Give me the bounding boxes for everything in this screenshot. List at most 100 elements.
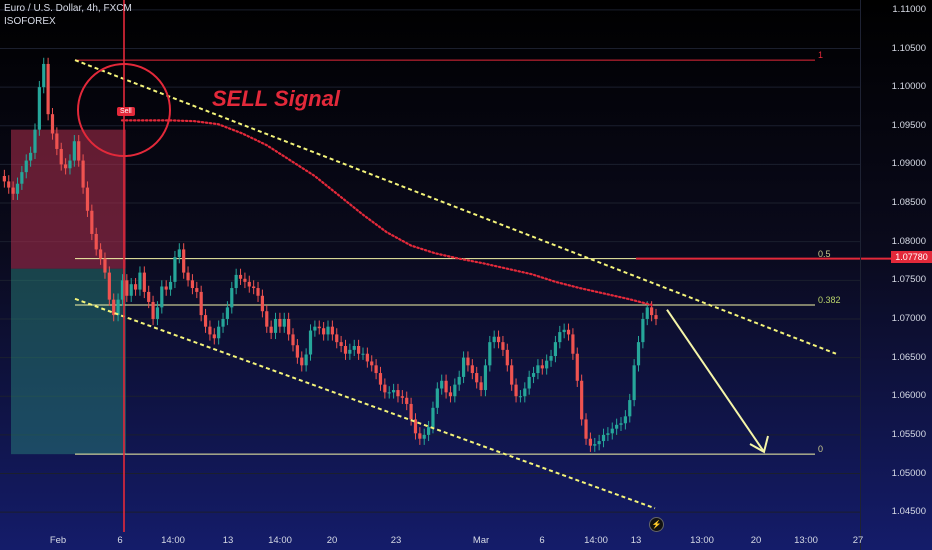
candle-body [545, 360, 549, 369]
time-tick-label: 27 [852, 535, 864, 546]
candle-body [435, 388, 439, 408]
candle-body [29, 152, 33, 161]
candle-body [593, 444, 597, 446]
candle-body [641, 318, 645, 343]
candle-body [42, 63, 46, 88]
candle-body [273, 318, 278, 333]
candle-body [33, 129, 37, 153]
candle-body [615, 424, 619, 429]
candle-body [501, 342, 505, 350]
sell-badge: Sell [117, 107, 135, 116]
candle-body [527, 376, 531, 389]
price-tick-label: 1.08500 [891, 197, 926, 209]
fib-level-label: 0.382 [818, 295, 841, 306]
candle-body [383, 384, 387, 393]
time-tick-label: Mar [472, 535, 490, 546]
chart-title: Euro / U.S. Dollar, 4h, FXCM [4, 3, 132, 14]
candle-body [225, 307, 230, 319]
candle-body [339, 342, 343, 346]
price-tick-label: 1.10000 [891, 81, 926, 93]
time-tick-label: 23 [390, 535, 402, 546]
price-axis[interactable] [860, 0, 932, 550]
price-tick-label: 1.09500 [891, 119, 926, 131]
candle-body [444, 380, 448, 393]
price-tick-label: 1.05500 [891, 428, 926, 440]
candle-body [461, 357, 466, 377]
candle-body [138, 272, 142, 290]
candle-body [645, 307, 649, 319]
fib-level-label: 0 [818, 444, 824, 455]
candle-body [505, 349, 509, 366]
candle-body [575, 353, 579, 381]
candle-body [190, 280, 195, 289]
candle-body [2, 176, 6, 182]
candle-body [580, 380, 584, 420]
candle-body [77, 141, 81, 161]
demand-zone [11, 268, 126, 455]
candle-body [234, 274, 238, 289]
candle-body [291, 334, 295, 346]
candle-body [479, 382, 483, 391]
candle-body [470, 365, 474, 374]
candle-body [11, 187, 15, 194]
price-tick-label: 1.07000 [891, 312, 926, 324]
candle-body [182, 249, 186, 273]
candle-body [343, 346, 348, 354]
candle-body [352, 346, 356, 350]
candle-body [392, 390, 396, 393]
candle-body [540, 365, 544, 369]
sell-signal-line [120, 119, 654, 307]
candle-body [426, 427, 431, 435]
candle-body [619, 423, 623, 425]
time-tick-label: 13 [222, 535, 234, 546]
signal-circle [77, 63, 171, 157]
candle-body [278, 318, 282, 327]
price-tick-label: 1.10500 [891, 42, 926, 54]
candle-body [37, 87, 41, 130]
price-tick-label: 1.05000 [891, 467, 926, 479]
candle-body [418, 433, 422, 439]
candle-body [584, 419, 588, 439]
candle-body [155, 307, 160, 319]
candle-body [46, 63, 50, 115]
candle-body [650, 307, 654, 316]
candle-body [453, 384, 457, 397]
candle-body [431, 407, 435, 428]
candle-body [610, 428, 614, 434]
candle-body [588, 438, 592, 446]
time-tick-label: 20 [750, 535, 762, 546]
sell-signal-title: SELL Signal [212, 86, 340, 111]
candle-body [496, 336, 501, 343]
price-tick-label: 1.06000 [891, 390, 926, 402]
candle-body [654, 315, 658, 319]
candle-body [64, 164, 68, 169]
candle-body [413, 419, 418, 434]
candle-body [562, 329, 566, 333]
candle-body [247, 281, 251, 287]
candle-body [374, 365, 378, 374]
candle-body [466, 357, 470, 366]
candle-body [164, 286, 168, 290]
time-tick-label: 6 [117, 535, 123, 546]
candle-body [623, 416, 627, 424]
candle-body [396, 390, 400, 397]
candle-body [422, 434, 426, 439]
candle-body [475, 373, 479, 383]
candle-body [217, 326, 221, 339]
projection-arrow-head [749, 435, 769, 454]
channel-lower-line [74, 297, 656, 510]
candle-body [405, 397, 409, 404]
candle-body [94, 233, 98, 250]
time-tick-label: 14:00 [268, 535, 292, 546]
candle-body [120, 280, 125, 300]
channel-upper-line [74, 59, 837, 355]
candle-body [400, 396, 404, 398]
candle-body [168, 281, 173, 290]
candle-body [208, 326, 212, 335]
author-name: ISOFOREX [4, 16, 56, 27]
candle-body [335, 334, 339, 343]
candle-body [55, 133, 59, 149]
lightning-icon[interactable]: ⚡ [649, 517, 664, 532]
